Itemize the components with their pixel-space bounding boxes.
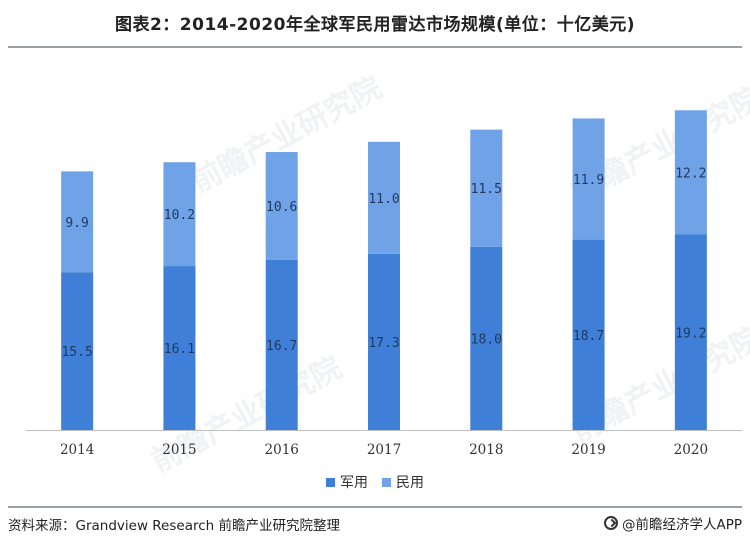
data-label-military: 19.2 — [675, 326, 706, 341]
x-tick-label: 2017 — [367, 442, 401, 458]
data-label-civil: 11.5 — [471, 182, 502, 197]
bar-civil — [368, 141, 400, 254]
bar-military — [265, 259, 298, 430]
data-label-military: 18.0 — [471, 332, 502, 347]
bar-civil — [470, 129, 503, 247]
bar-civil — [61, 171, 94, 273]
credit-text: @前瞻经济学人APP — [621, 517, 742, 533]
data-label-civil: 9.9 — [65, 216, 88, 231]
bar-military — [368, 253, 400, 430]
x-tick-label: 2018 — [469, 442, 503, 458]
data-label-military: 18.7 — [573, 329, 604, 344]
top-divider — [8, 46, 742, 48]
x-tick-label: 2019 — [571, 442, 605, 458]
data-label-civil: 10.6 — [266, 200, 297, 215]
legend-label-civil: 民用 — [396, 475, 424, 491]
bar-military — [572, 239, 605, 430]
x-tick-label: 2015 — [162, 442, 196, 458]
bar-military — [61, 272, 94, 430]
bottom-divider — [8, 506, 742, 508]
bar-civil — [572, 118, 605, 240]
x-tick-label: 2016 — [265, 442, 299, 458]
legend-swatch-civil — [382, 477, 391, 487]
x-tick-label: 2020 — [674, 442, 708, 458]
bar-military — [470, 246, 503, 430]
bar-civil — [674, 110, 707, 235]
legend-item-civil: 民用 — [382, 472, 424, 492]
chart-title: 图表2：2014-2020年全球军民用雷达市场规模(单位：十亿美元) — [114, 15, 636, 35]
data-label-military: 17.3 — [368, 336, 399, 351]
bar-military — [163, 266, 196, 430]
legend-item-military: 军用 — [326, 472, 368, 492]
x-tick-label: 2014 — [60, 442, 94, 458]
source-note: 资料来源：Grandview Research 前瞻产业研究院整理 — [8, 518, 341, 534]
credit: @前瞻经济学人APP — [603, 513, 742, 533]
bar-civil — [265, 152, 298, 260]
legend-label-military: 军用 — [340, 475, 368, 491]
data-label-military: 15.5 — [61, 345, 92, 360]
data-label-civil: 11.9 — [573, 173, 604, 188]
chart-legend: 军用 民用 — [0, 472, 750, 492]
brand-logo-icon — [603, 516, 618, 530]
data-label-military: 16.1 — [164, 342, 195, 357]
data-label-civil: 12.2 — [675, 166, 706, 181]
bar-military — [674, 234, 707, 430]
data-label-military: 16.7 — [266, 339, 297, 354]
data-label-civil: 11.0 — [368, 192, 399, 207]
bar-civil — [163, 162, 196, 267]
data-label-civil: 10.2 — [164, 208, 195, 223]
legend-swatch-military — [326, 477, 335, 487]
